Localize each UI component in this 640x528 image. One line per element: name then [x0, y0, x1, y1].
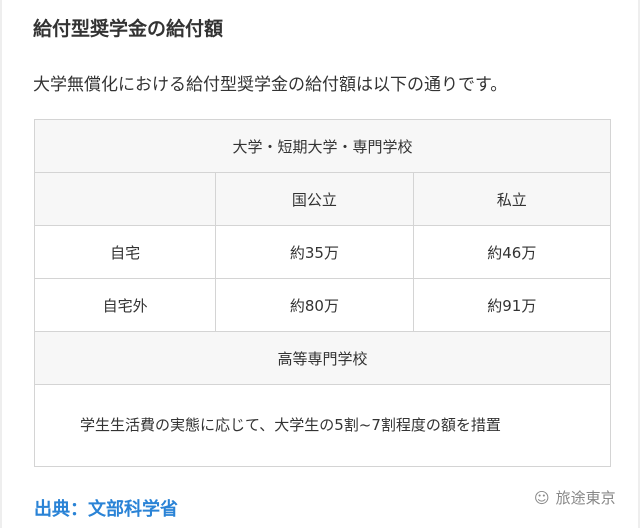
table-cell: 約91万: [412, 278, 612, 332]
note-cell: 学生生活費の実態に応じて、大学生の5割~7割程度の額を措置: [34, 384, 611, 467]
row-label: 自宅: [33, 225, 217, 279]
watermark-text: 旅途東京: [555, 489, 616, 507]
intro-text: 大学無償化における給付型奨学金の給付額は以下の通りです。: [33, 75, 508, 95]
column-header: 国公立: [215, 172, 414, 226]
scholarship-table: 大学・短期大学・専門学校 国公立 私立 自宅 約35万 約46万 自宅外 約80…: [33, 119, 612, 467]
table-cell: 約46万: [412, 225, 612, 279]
row-label: 自宅外: [33, 278, 217, 332]
table-cell: 約80万: [215, 278, 414, 332]
table-cell: 約35万: [215, 225, 414, 279]
section-header: 高等専門学校: [34, 331, 611, 385]
column-header: 私立: [412, 172, 612, 226]
wechat-icon: ☺: [534, 488, 550, 507]
source-link[interactable]: 出典：文部科学省: [34, 499, 178, 520]
column-header: [33, 172, 217, 226]
watermark: ☺ 旅途東京: [534, 487, 616, 508]
table-row: 自宅外 約80万 約91万: [33, 278, 612, 332]
section-header: 大学・短期大学・専門学校: [34, 119, 611, 173]
table-row: 自宅 約35万 約46万: [33, 225, 612, 279]
section-title: 給付型奨学金の給付額: [33, 18, 224, 40]
